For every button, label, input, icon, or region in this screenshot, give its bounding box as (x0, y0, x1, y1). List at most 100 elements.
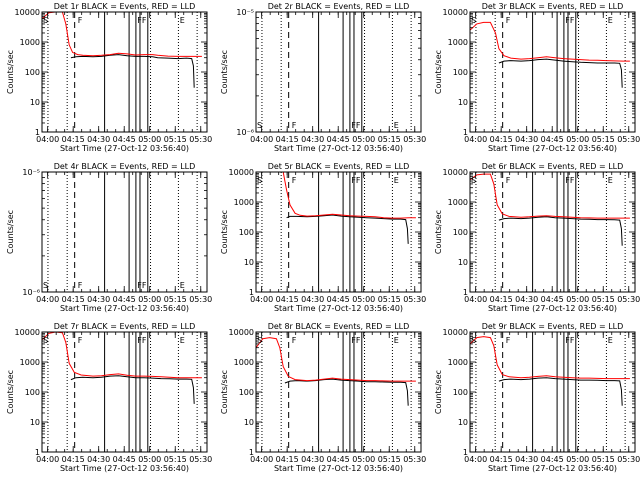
x-tick-label: 04:45 (541, 295, 564, 304)
y-axis-label: Counts/sec (220, 50, 229, 94)
event-letter: S (471, 336, 476, 345)
event-letter: FF (351, 176, 361, 185)
event-letter: FF (137, 16, 147, 25)
x-axis-label: Start Time (27-Oct-12 03:56:40) (274, 464, 403, 473)
lld-series-line (255, 337, 416, 382)
y-axis-label: Counts/sec (6, 50, 15, 94)
events-series-line (70, 54, 195, 88)
panel-title: Det 5r BLACK = Events, RED = LLD (268, 162, 410, 171)
panel-8: Det 8r BLACK = Events, RED = LLD 1 10 100 10… (220, 322, 426, 473)
x-axis-label: Start Time (27-Oct-12 03:56:40) (488, 144, 617, 153)
event-letter: E (608, 336, 613, 345)
x-tick-label: 05:00 (138, 455, 161, 464)
y-tick-label: 1000 (448, 198, 468, 207)
x-tick-label: 05:30 (403, 135, 426, 144)
y-tick-label: 10 (458, 258, 468, 267)
x-tick-label: 04:45 (327, 295, 350, 304)
lld-series-line (41, 11, 202, 57)
y-tick-label: 100 (25, 388, 40, 397)
event-letter: FF (351, 121, 361, 130)
lld-series-line (469, 336, 630, 380)
x-tick-label: 04:00 (36, 455, 59, 464)
x-tick-label: 05:30 (189, 135, 212, 144)
panel-9: Det 9r BLACK = Events, RED = LLD 1 10 100 10… (434, 322, 640, 473)
y-tick-label: 10⁻⁶ (236, 128, 254, 137)
event-letter: S (43, 16, 48, 25)
x-tick-label: 04:00 (250, 455, 273, 464)
x-tick-label: 05:00 (566, 135, 589, 144)
x-tick-label: 04:45 (541, 135, 564, 144)
y-axis-label: Counts/sec (434, 370, 443, 414)
x-axis-label: Start Time (27-Oct-12 03:56:40) (274, 144, 403, 153)
event-letter: F (292, 121, 297, 130)
event-letter: E (180, 336, 185, 345)
event-letter: S (43, 281, 48, 290)
x-tick-label: 04:00 (464, 455, 487, 464)
events-series-line (498, 216, 623, 246)
x-tick-label: 05:30 (189, 295, 212, 304)
x-tick-label: 05:00 (352, 295, 375, 304)
x-tick-label: 04:45 (113, 295, 136, 304)
x-tick-label: 05:15 (592, 135, 615, 144)
panel-title: Det 8r BLACK = Events, RED = LLD (268, 322, 410, 331)
x-tick-label: 05:30 (617, 135, 640, 144)
y-tick-label: 100 (453, 228, 468, 237)
x-tick-label: 04:15 (62, 455, 85, 464)
x-axis-label: Start Time (27-Oct-12 03:56:40) (488, 304, 617, 313)
event-letter: S (257, 336, 262, 345)
panel-title: Det 2r BLACK = Events, RED = LLD (268, 2, 410, 11)
y-tick-label: 10000 (15, 328, 40, 337)
event-letter: FF (137, 336, 147, 345)
x-axis-label: Start Time (27-Oct-12 03:56:40) (60, 304, 189, 313)
y-tick-label: 10 (458, 98, 468, 107)
event-letter: E (180, 281, 185, 290)
x-tick-label: 04:30 (515, 455, 538, 464)
x-tick-label: 05:15 (378, 295, 401, 304)
x-tick-label: 04:45 (327, 135, 350, 144)
y-tick-label: 100 (25, 68, 40, 77)
events-series-line (284, 378, 409, 406)
panel-title: Det 3r BLACK = Events, RED = LLD (482, 2, 624, 11)
x-tick-label: 04:15 (62, 135, 85, 144)
event-letter: FF (137, 281, 147, 290)
event-letter: E (180, 16, 185, 25)
y-axis-label: Counts/sec (434, 50, 443, 94)
y-tick-label: 10⁻⁵ (22, 168, 40, 177)
event-letter: E (394, 336, 399, 345)
y-tick-label: 10 (458, 418, 468, 427)
panel-6: Det 6r BLACK = Events, RED = LLD 1 10 100 10… (434, 162, 640, 313)
x-tick-label: 04:45 (327, 455, 350, 464)
y-tick-label: 1000 (20, 38, 40, 47)
event-letter: F (506, 16, 511, 25)
event-letter: S (257, 121, 262, 130)
x-tick-label: 05:15 (164, 135, 187, 144)
x-tick-label: 04:15 (276, 295, 299, 304)
x-axis-label: Start Time (27-Oct-12 03:56:40) (60, 464, 189, 473)
y-tick-label: 1 (249, 288, 254, 297)
y-tick-label: 10 (244, 418, 254, 427)
y-axis-label: Counts/sec (6, 370, 15, 414)
x-tick-label: 05:00 (138, 295, 161, 304)
y-tick-label: 1 (35, 128, 40, 137)
x-tick-label: 04:15 (62, 295, 85, 304)
events-series-line (498, 58, 623, 88)
panel-3: Det 3r BLACK = Events, RED = LLD 1 10 100 10… (434, 2, 640, 153)
panel-title: Det 7r BLACK = Events, RED = LLD (54, 322, 196, 331)
y-axis-label: Counts/sec (220, 210, 229, 254)
event-letter: S (471, 176, 476, 185)
y-tick-label: 10000 (15, 8, 40, 17)
x-tick-label: 04:15 (276, 455, 299, 464)
y-axis-label: Counts/sec (434, 210, 443, 254)
y-tick-label: 10 (30, 418, 40, 427)
x-tick-label: 04:30 (301, 135, 324, 144)
y-tick-label: 1000 (448, 38, 468, 47)
event-letter: E (608, 176, 613, 185)
event-letter: S (257, 176, 262, 185)
event-letter: F (506, 176, 511, 185)
event-letter: S (43, 336, 48, 345)
event-letter: E (394, 176, 399, 185)
event-letter: F (78, 281, 83, 290)
y-tick-label: 10000 (443, 8, 468, 17)
x-tick-label: 04:15 (490, 295, 513, 304)
